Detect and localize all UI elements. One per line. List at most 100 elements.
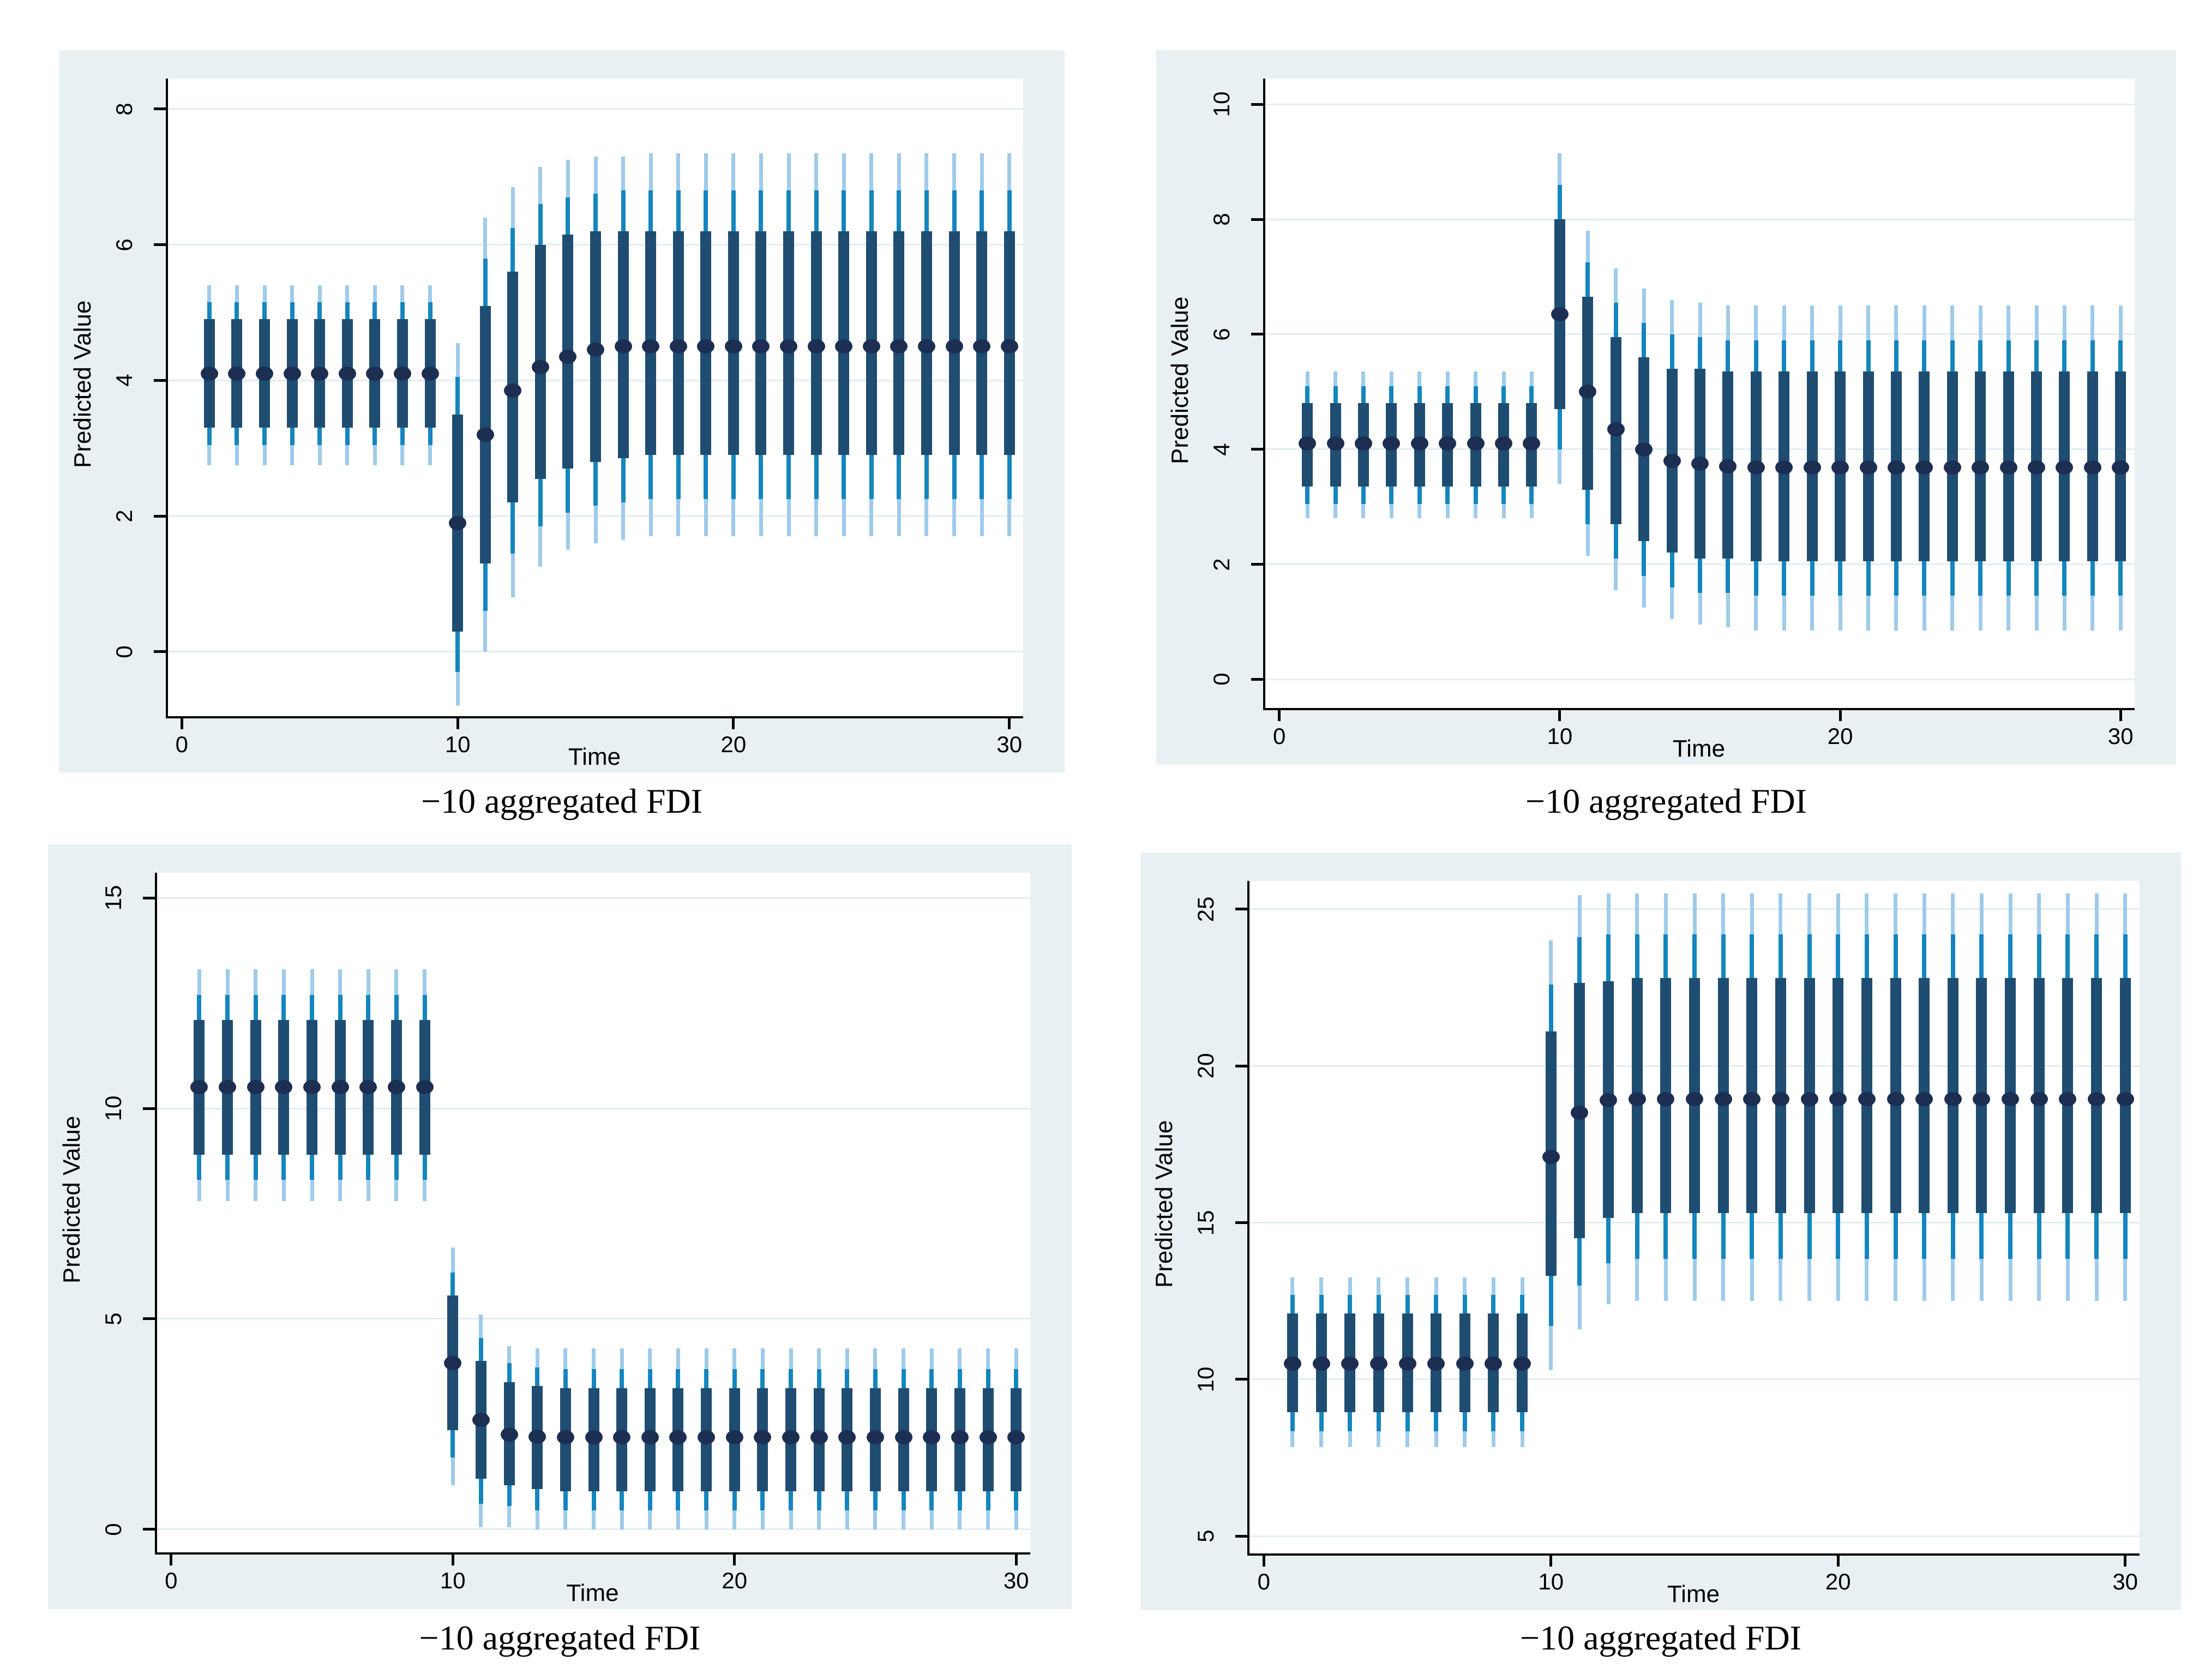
point-estimate-dot [387,1080,405,1095]
point-estimate-dot [979,1430,997,1445]
point-estimate-dot [587,343,604,357]
point-estimate-dot [228,366,246,381]
x-tick-label: 20 [722,1568,748,1593]
y-tick-mark [154,379,168,382]
x-axis-title: Time [1672,735,1726,762]
x-tick-mark [456,716,459,729]
x-tick-mark [1836,1553,1840,1567]
point-estimate-dot [190,1080,208,1095]
point-estimate-dot [1775,460,1793,475]
x-tick-label: 30 [2107,723,2134,749]
point-estimate-dot [393,366,411,381]
chart-panel-top-left: Predicted Value 0 2 4 6 8 0 10 20 30 Time [59,50,1065,773]
y-gridline [157,1107,1030,1109]
y-tick-mark [143,1107,157,1110]
y-gridline [157,1528,1030,1531]
x-tick-mark [1549,1553,1553,1567]
y-gridline [168,108,1023,110]
chart-panel-top-right: Predicted Value 0 2 4 6 8 10 0 10 20 30 Time [1156,50,2176,765]
y-tick-mark [1251,218,1265,221]
y-gridline [1249,1535,2140,1537]
y-gridline [1265,218,2135,220]
point-estimate-dot [2116,1091,2134,1106]
point-estimate-dot [1635,442,1653,457]
y-gridline [1265,103,2135,105]
y-tick-mark [1251,677,1265,681]
y-tick-label: 25 [1193,896,1218,922]
y-axis-title: Predicted Value [1167,296,1193,464]
y-gridline [157,897,1030,899]
point-estimate-dot [1542,1149,1560,1164]
point-estimate-dot [862,339,880,354]
point-estimate-dot [951,1430,969,1445]
y-axis-title: Predicted Value [1151,1120,1177,1288]
point-estimate-dot [1495,436,1513,451]
point-estimate-dot [1657,1091,1675,1106]
point-estimate-dot [303,1080,321,1095]
chart-panel-bottom-right: Predicted Value 5 10 15 20 25 0 10 20 30 Time [1140,853,2181,1610]
point-estimate-dot [416,1080,434,1095]
point-estimate-dot [1283,1357,1301,1371]
point-estimate-dot [838,1430,856,1445]
point-estimate-dot [1439,436,1457,451]
point-estimate-dot [2088,1091,2106,1106]
x-tick-label: 10 [1547,723,1573,749]
y-tick-mark [1251,103,1265,106]
x-tick-mark [2119,708,2122,721]
point-estimate-dot [1523,436,1541,451]
point-estimate-dot [1369,1357,1387,1371]
point-estimate-dot [697,339,715,354]
point-estimate-dot [476,427,494,442]
x-tick-mark [170,1552,173,1565]
point-estimate-dot [810,1430,828,1445]
point-estimate-dot [1691,457,1709,471]
point-estimate-dot [331,1080,349,1095]
point-estimate-dot [1859,460,1877,475]
point-estimate-dot [1743,1091,1761,1106]
y-tick-label: 15 [100,885,126,911]
y-tick-label: 4 [111,374,137,387]
point-estimate-dot [1571,1106,1589,1120]
point-estimate-dot [973,339,991,354]
point-estimate-dot [782,1430,800,1445]
x-tick-label: 0 [165,1568,178,1593]
x-tick-label: 0 [1273,723,1286,749]
point-estimate-dot [698,1430,716,1445]
x-tick-label: 10 [440,1568,466,1593]
y-tick-mark [143,1317,157,1321]
point-estimate-dot [256,366,274,381]
plot-area: 0 2 4 6 8 0 10 20 30 [111,79,1023,757]
plot-area: 0 2 4 6 8 10 0 10 20 30 [1209,79,2135,749]
point-estimate-dot [1800,1091,1818,1106]
point-estimate-dot [247,1080,265,1095]
x-tick-mark [1008,716,1011,729]
y-tick-label: 0 [111,645,137,658]
point-estimate-dot [669,339,687,354]
x-axis-title: Time [1667,1581,1720,1607]
point-estimate-dot [1383,436,1401,451]
y-tick-label: 5 [100,1312,126,1325]
point-estimate-dot [1000,339,1018,354]
point-estimate-dot [2056,460,2074,475]
y-gridline [168,651,1023,653]
point-estimate-dot [528,1429,546,1444]
y-tick-mark [1251,448,1265,451]
point-estimate-dot [2059,1091,2077,1106]
point-estimate-dot [500,1427,518,1442]
point-estimate-dot [504,383,522,398]
point-estimate-dot [1887,460,1905,475]
point-estimate-dot [1485,1357,1503,1371]
point-estimate-dot [1607,422,1625,436]
point-estimate-dot [917,339,935,354]
point-estimate-dot [923,1430,941,1445]
x-tick-label: 0 [1257,1569,1270,1594]
y-tick-label: 5 [1193,1529,1218,1543]
point-estimate-dot [1943,460,1961,475]
point-estimate-dot [472,1412,490,1427]
y-tick-mark [143,1528,157,1531]
x-tick-label: 20 [1827,723,1853,749]
x-tick-mark [1014,1552,1018,1565]
point-estimate-dot [1714,1091,1732,1106]
point-estimate-dot [1829,1091,1847,1106]
